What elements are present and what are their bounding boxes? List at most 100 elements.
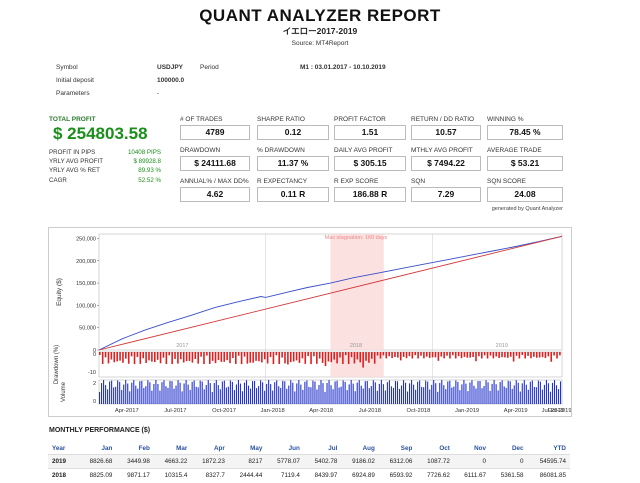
drawdown-bar <box>269 352 272 358</box>
drawdown-bar <box>538 352 541 358</box>
volume-bar <box>167 388 169 404</box>
volume-bar <box>211 391 213 404</box>
volume-bar <box>402 380 405 404</box>
volume-bar <box>310 387 312 404</box>
volume-bar <box>274 382 276 404</box>
volume-bar <box>485 380 487 404</box>
volume-bar <box>105 385 107 404</box>
drawdown-bar <box>125 352 127 359</box>
drawdown-bar <box>255 352 257 361</box>
drawdown-bar <box>553 352 555 356</box>
metric-value: 186.88 R <box>334 187 406 202</box>
volume-bar <box>282 380 284 404</box>
volume-bar <box>308 386 310 404</box>
volume-bar <box>179 382 181 404</box>
volume-bar <box>469 382 471 404</box>
column-header: YTD <box>553 444 566 452</box>
volume-bar <box>298 380 300 404</box>
volume-bar <box>453 386 455 404</box>
volume-bar <box>183 383 185 404</box>
drawdown-bar <box>376 352 379 356</box>
volume-bar <box>409 383 411 404</box>
volume-bar <box>213 383 215 404</box>
volume-bar <box>417 381 419 404</box>
drawdown-bar <box>475 352 477 362</box>
volume-bar <box>356 382 358 404</box>
drawdown-bar <box>116 352 118 362</box>
volume-bar <box>350 380 352 404</box>
drawdown-bar <box>512 352 515 362</box>
drawdown-bar <box>336 352 338 364</box>
volume-bar <box>113 387 115 404</box>
table-cell: 6312.06 <box>378 454 417 469</box>
volume-bar <box>390 386 392 404</box>
column-header: Jan <box>101 444 113 452</box>
drawdown-bar <box>217 352 220 361</box>
drawdown-bar <box>281 352 283 358</box>
volume-bar <box>521 383 523 404</box>
volume-bar <box>451 387 453 404</box>
volume-bar <box>133 380 135 404</box>
table-cell: 8439.97 <box>303 468 342 482</box>
table-cell: 5361.58 <box>490 468 528 482</box>
volume-bar <box>175 385 177 404</box>
volume-bar <box>199 380 201 404</box>
volume-bar <box>465 383 467 404</box>
drawdown-bar <box>449 352 451 359</box>
drawdown-bar <box>518 352 521 359</box>
side-stat: CAGR 52.52 % <box>49 177 161 184</box>
drawdown-bar <box>304 352 307 364</box>
volume-bar <box>306 380 308 404</box>
report-title: QUANT ANALYZER REPORT <box>199 6 441 25</box>
column-header: May <box>250 444 263 452</box>
volume-bar <box>205 385 207 404</box>
table-cell: 3449.98 <box>116 454 154 469</box>
volume-bar <box>316 389 318 404</box>
drawdown-bar <box>130 352 133 357</box>
volume-bar <box>288 385 290 404</box>
drawdown-bar <box>156 352 159 360</box>
drawdown-bar <box>289 352 292 363</box>
drawdown-bar <box>492 352 495 359</box>
drawdown-bar <box>530 352 532 359</box>
y-tick-label: 150,000 <box>76 281 96 287</box>
drawdown-bar <box>509 352 512 357</box>
volume-bar <box>268 380 270 404</box>
volume-bar <box>386 382 388 404</box>
drawdown-bar <box>252 352 254 363</box>
volume-bar <box>382 384 384 404</box>
volume-bar <box>249 388 252 404</box>
volume-bar <box>437 391 439 404</box>
volume-bar <box>354 391 356 404</box>
volume-bar <box>499 382 501 404</box>
drawdown-bar <box>136 352 139 357</box>
volume-bar <box>264 390 266 404</box>
drawdown-bar <box>206 352 208 356</box>
stagnation-band <box>330 234 384 350</box>
volume-bar <box>515 380 517 404</box>
volume-bar <box>378 383 380 404</box>
drawdown-bar <box>405 352 408 359</box>
volume-bar <box>163 380 165 404</box>
drawdown-bar <box>443 352 445 359</box>
drawdown-bar <box>365 352 367 361</box>
drawdown-bar <box>208 352 211 364</box>
drawdown-bar <box>495 352 498 357</box>
table-cell: 5778.07 <box>266 454 304 469</box>
drawdown-bar <box>371 352 373 359</box>
drawdown-bar <box>382 352 385 356</box>
metric-value: $ 24111.68 <box>180 156 250 171</box>
table-cell: 9871.17 <box>116 468 154 482</box>
drawdown-bar <box>359 352 362 363</box>
drawdown-bar <box>243 352 246 357</box>
volume-bar <box>467 391 469 404</box>
metric-label: # OF TRADES <box>180 116 223 123</box>
y-tick-label: 0 <box>93 352 96 358</box>
year-label: 2019 <box>496 343 508 349</box>
volume-bar <box>135 385 137 404</box>
volume-bar <box>181 391 183 404</box>
x-tick-label: Jul-2017 <box>164 408 186 414</box>
metric-label: DAILY AVG PROFIT <box>334 147 393 154</box>
drawdown-bar <box>414 352 417 356</box>
volume-bar <box>503 386 505 404</box>
